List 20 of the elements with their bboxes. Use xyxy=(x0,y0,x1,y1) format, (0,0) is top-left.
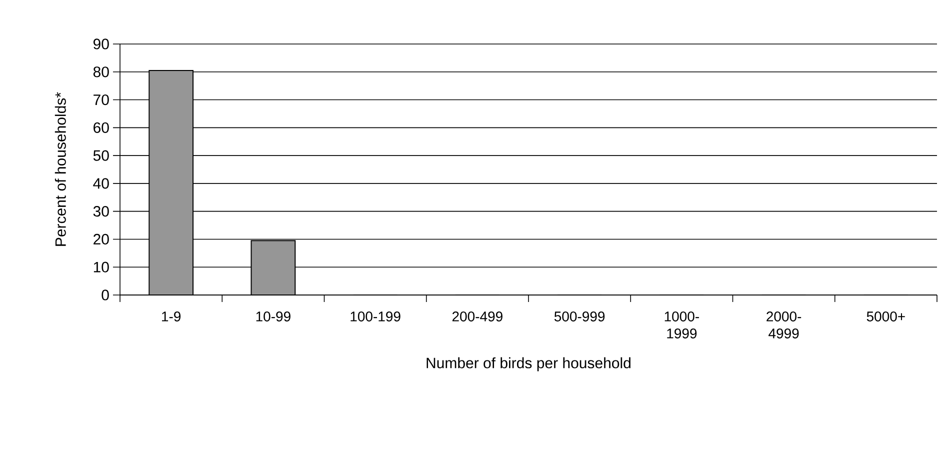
y-tick-label: 20 xyxy=(94,234,109,245)
y-tick-label: 90 xyxy=(94,38,109,50)
y-axis-title: Percent of households* xyxy=(54,92,66,246)
y-tick-label: 80 xyxy=(93,66,109,78)
x-tick-label: 5000+ xyxy=(866,312,905,322)
y-tick-label: 50 xyxy=(93,150,109,161)
y-tick-label: 30 xyxy=(93,206,109,217)
x-axis-title: Number of birds per household xyxy=(426,357,630,372)
x-tick-label: 100-199 xyxy=(350,312,400,322)
x-tick-label: 2000-4999 xyxy=(766,312,802,338)
y-tick-label: 70 xyxy=(94,94,109,106)
y-tick-label: 60 xyxy=(94,122,109,133)
x-tick-label: 1000-1999 xyxy=(664,312,699,338)
x-tick-label: 500-999 xyxy=(554,312,605,322)
x-tick-label: 1-9 xyxy=(162,312,181,322)
y-tick-label: 0 xyxy=(102,290,109,300)
y-tick-label: 10 xyxy=(94,262,109,272)
y-tick-label: 40 xyxy=(93,178,109,189)
x-tick-label: 10-99 xyxy=(256,312,290,322)
x-tick-label: 200-499 xyxy=(452,312,502,322)
